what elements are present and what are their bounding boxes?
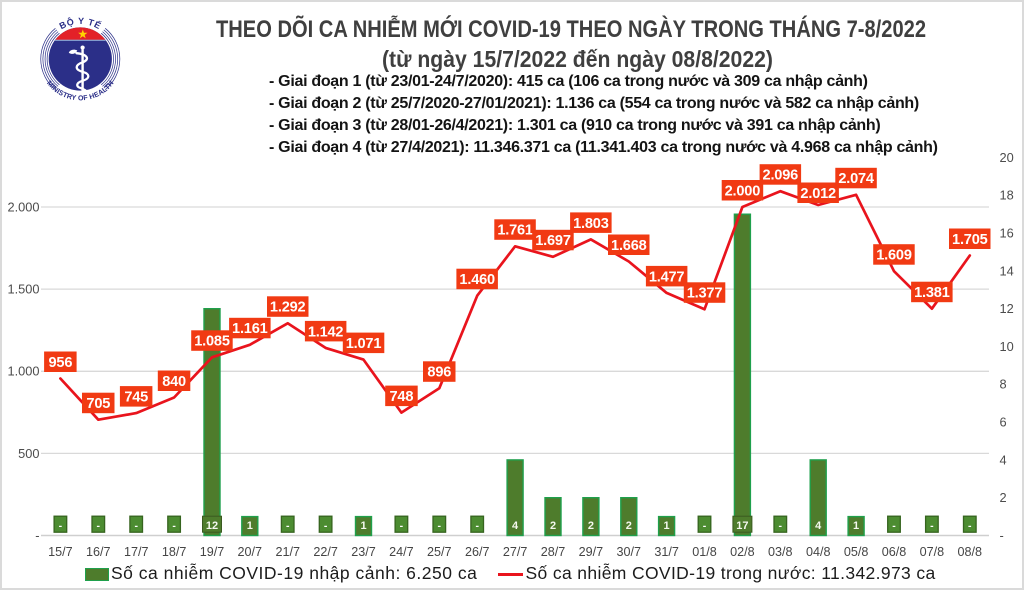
svg-text:1.377: 1.377: [687, 286, 723, 302]
svg-text:-: -: [475, 520, 479, 532]
svg-text:1.609: 1.609: [876, 248, 912, 264]
svg-text:17/7: 17/7: [124, 545, 149, 559]
svg-text:27/7: 27/7: [503, 545, 528, 559]
svg-text:-: -: [35, 528, 39, 543]
svg-text:03/8: 03/8: [768, 545, 793, 559]
svg-text:840: 840: [162, 374, 186, 390]
svg-text:2.000: 2.000: [7, 199, 39, 214]
svg-text:1.071: 1.071: [346, 336, 382, 352]
svg-text:02/8: 02/8: [730, 545, 755, 559]
svg-text:25/7: 25/7: [427, 545, 452, 559]
svg-text:-: -: [779, 520, 783, 532]
svg-text:8: 8: [1000, 377, 1007, 392]
svg-text:1.803: 1.803: [573, 216, 609, 232]
svg-text:15/7: 15/7: [48, 545, 73, 559]
svg-text:20/7: 20/7: [238, 545, 263, 559]
svg-text:31/7: 31/7: [654, 545, 679, 559]
svg-text:-: -: [59, 520, 63, 532]
svg-text:1.085: 1.085: [194, 334, 230, 350]
svg-text:1.477: 1.477: [649, 269, 685, 285]
svg-text:4: 4: [815, 520, 822, 532]
svg-text:18/7: 18/7: [162, 545, 187, 559]
svg-text:1.705: 1.705: [952, 232, 988, 248]
svg-text:2: 2: [588, 520, 594, 532]
svg-text:-: -: [134, 520, 138, 532]
svg-text:1.460: 1.460: [459, 272, 495, 288]
svg-text:24/7: 24/7: [389, 545, 414, 559]
svg-text:16/7: 16/7: [86, 545, 111, 559]
svg-text:705: 705: [86, 396, 110, 412]
svg-text:BỘ Y TẾ: BỘ Y TẾ: [58, 15, 103, 31]
svg-text:2: 2: [550, 520, 556, 532]
svg-text:-: -: [892, 520, 896, 532]
svg-text:1: 1: [360, 520, 366, 532]
svg-text:01/8: 01/8: [692, 545, 717, 559]
svg-text:26/7: 26/7: [465, 545, 490, 559]
svg-text:30/7: 30/7: [617, 545, 642, 559]
svg-text:22/7: 22/7: [313, 545, 338, 559]
svg-text:19/7: 19/7: [200, 545, 225, 559]
svg-text:-: -: [97, 520, 101, 532]
svg-text:896: 896: [427, 365, 451, 381]
svg-text:-: -: [438, 520, 442, 532]
svg-text:500: 500: [18, 446, 39, 461]
svg-text:17: 17: [736, 520, 748, 532]
svg-text:29/7: 29/7: [579, 545, 604, 559]
svg-text:2: 2: [626, 520, 632, 532]
svg-text:1: 1: [853, 520, 859, 532]
svg-text:14: 14: [1000, 263, 1014, 278]
svg-text:2.012: 2.012: [800, 186, 836, 202]
svg-text:1.161: 1.161: [232, 321, 268, 337]
svg-text:20: 20: [1000, 150, 1014, 165]
svg-text:-: -: [172, 520, 176, 532]
svg-text:21/7: 21/7: [275, 545, 300, 559]
svg-text:16: 16: [1000, 226, 1014, 241]
svg-text:2.096: 2.096: [763, 168, 799, 184]
svg-text:04/8: 04/8: [806, 545, 831, 559]
svg-text:06/8: 06/8: [882, 545, 907, 559]
svg-text:956: 956: [49, 355, 73, 371]
svg-text:1.292: 1.292: [270, 300, 306, 316]
svg-text:-: -: [1000, 528, 1004, 543]
svg-text:-: -: [400, 520, 404, 532]
svg-text:-: -: [703, 520, 707, 532]
svg-text:6: 6: [1000, 415, 1007, 430]
svg-text:18: 18: [1000, 188, 1014, 203]
svg-text:1.761: 1.761: [497, 223, 533, 239]
svg-text:12: 12: [1000, 301, 1014, 316]
svg-text:2.000: 2.000: [725, 183, 761, 199]
svg-text:-: -: [968, 520, 972, 532]
svg-text:4: 4: [1000, 452, 1007, 467]
svg-text:1.142: 1.142: [308, 324, 344, 340]
svg-text:-: -: [930, 520, 934, 532]
svg-text:1.000: 1.000: [7, 364, 39, 379]
svg-text:-: -: [324, 520, 328, 532]
svg-text:2: 2: [1000, 490, 1007, 505]
svg-text:-: -: [286, 520, 290, 532]
svg-text:23/7: 23/7: [351, 545, 376, 559]
svg-text:12: 12: [206, 520, 218, 532]
svg-text:1.697: 1.697: [535, 233, 571, 249]
svg-text:07/8: 07/8: [920, 545, 945, 559]
svg-text:2.074: 2.074: [838, 171, 875, 187]
svg-text:748: 748: [390, 389, 414, 405]
svg-text:745: 745: [124, 390, 148, 406]
svg-text:05/8: 05/8: [844, 545, 869, 559]
svg-text:1: 1: [664, 520, 670, 532]
svg-text:1.500: 1.500: [7, 282, 39, 297]
svg-text:10: 10: [1000, 339, 1014, 354]
svg-text:4: 4: [512, 520, 519, 532]
svg-text:1.381: 1.381: [914, 285, 950, 301]
svg-text:1: 1: [247, 520, 253, 532]
svg-text:1.668: 1.668: [611, 238, 647, 254]
svg-text:08/8: 08/8: [958, 545, 983, 559]
svg-text:28/7: 28/7: [541, 545, 566, 559]
